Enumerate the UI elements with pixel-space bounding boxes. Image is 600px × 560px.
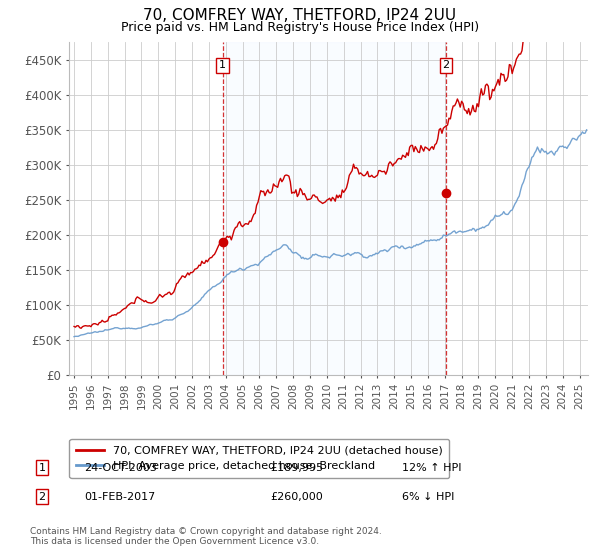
Text: 1: 1 [38, 463, 46, 473]
Text: Contains HM Land Registry data © Crown copyright and database right 2024.
This d: Contains HM Land Registry data © Crown c… [30, 526, 382, 546]
Text: 1: 1 [219, 60, 226, 71]
Text: 70, COMFREY WAY, THETFORD, IP24 2UU: 70, COMFREY WAY, THETFORD, IP24 2UU [143, 8, 457, 24]
Legend: 70, COMFREY WAY, THETFORD, IP24 2UU (detached house), HPI: Average price, detach: 70, COMFREY WAY, THETFORD, IP24 2UU (det… [70, 439, 449, 478]
Text: Price paid vs. HM Land Registry's House Price Index (HPI): Price paid vs. HM Land Registry's House … [121, 21, 479, 34]
Text: 24-OCT-2003: 24-OCT-2003 [84, 463, 157, 473]
Text: £189,995: £189,995 [270, 463, 323, 473]
Text: 2: 2 [443, 60, 449, 71]
Text: 6% ↓ HPI: 6% ↓ HPI [402, 492, 454, 502]
Text: £260,000: £260,000 [270, 492, 323, 502]
Text: 01-FEB-2017: 01-FEB-2017 [84, 492, 155, 502]
Bar [223, 42, 446, 375]
Text: 2: 2 [38, 492, 46, 502]
Text: 12% ↑ HPI: 12% ↑ HPI [402, 463, 461, 473]
